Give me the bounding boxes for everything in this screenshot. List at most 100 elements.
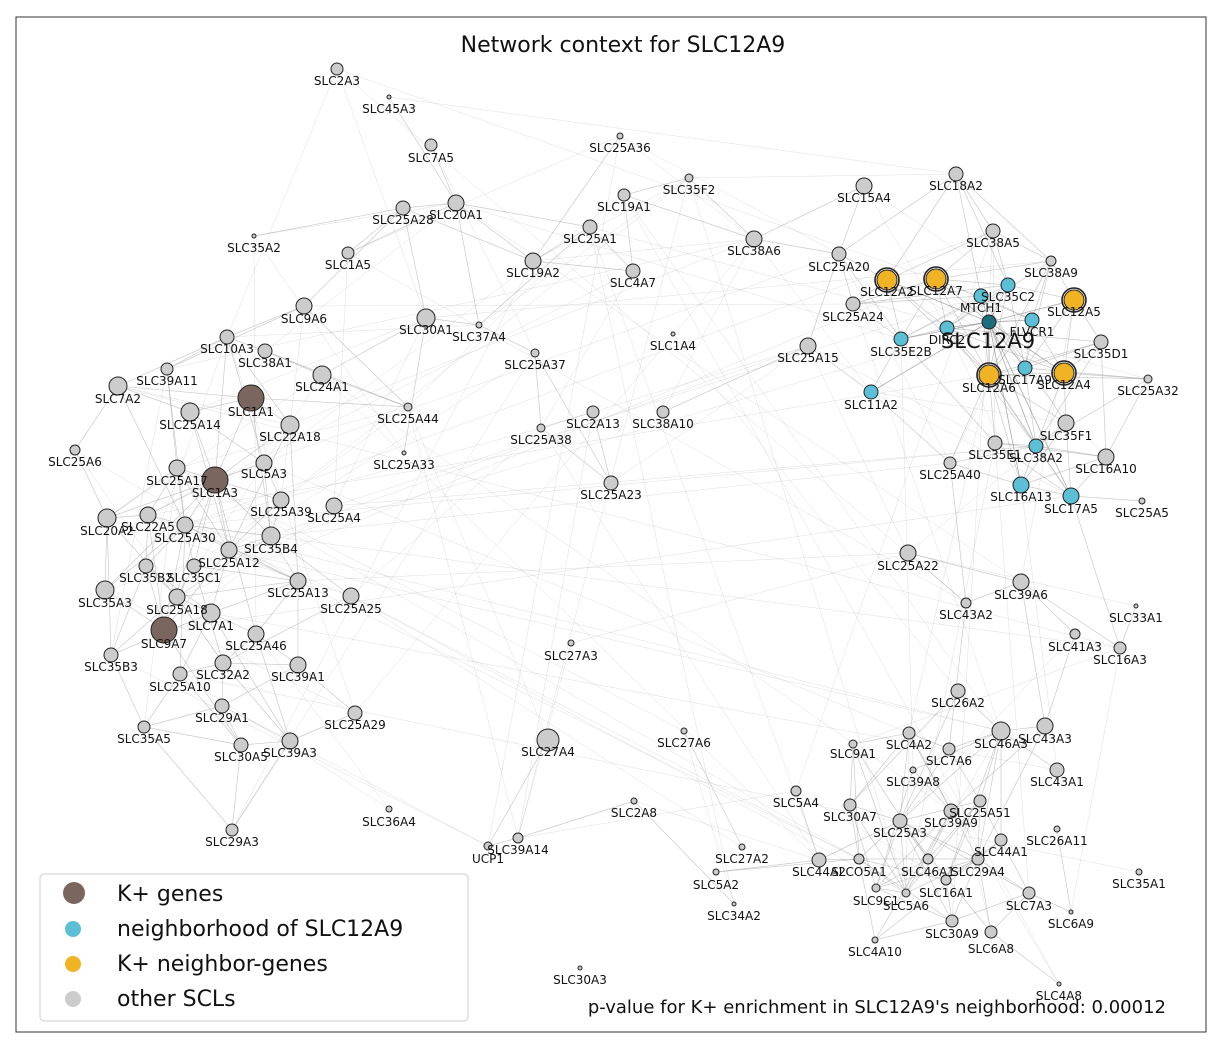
legend: K+ genes neighborhood of SLC12A9 K+ neig… [39,873,469,1022]
gene-node-label: SLC17A5 [1044,502,1098,516]
gene-node [255,454,273,472]
network-edge [333,317,427,507]
gene-node-label: SLC20A2 [80,524,134,538]
node-layer [69,62,1153,987]
network-edge [908,374,990,734]
network-edge [297,580,860,860]
network-edge [951,858,979,922]
network-edge [166,368,186,526]
network-edge [875,769,914,889]
gene-node-label: SLC35C1 [167,571,221,585]
gene-node-label: SLC46A1 [901,865,955,879]
gene-node-label: SLC25A39 [250,505,311,519]
network-edge [912,769,952,812]
network-edge [955,173,994,232]
network-edge [264,202,457,352]
network-edge [753,238,872,393]
center-gene-node [981,314,997,330]
network-edge [280,305,305,501]
gene-node-label: SLC17A9 [998,373,1052,387]
legend-label-kplus: K+ genes [117,882,223,907]
gene-node [103,647,119,663]
gene-node-label: SLC25A38 [510,433,571,447]
network-edge [540,411,594,429]
network-edge [858,858,907,894]
gene-node-label: SLC44A2 [792,865,846,879]
gene-node [790,785,802,797]
gene-node-label: SLC25A25 [320,602,381,616]
gene-node [1135,868,1143,876]
network-edge [333,252,349,507]
network-edge [176,467,860,860]
network-edge [104,524,186,591]
network-edge [1063,372,1149,380]
center-edge [870,321,990,393]
gene-node [1036,717,1054,735]
gene-node [893,331,909,347]
network-edge [994,442,1030,894]
gene-node-label: SLC38A6 [727,244,781,258]
gene-node-label: SLC38A5 [966,236,1020,250]
network-edge [270,535,352,597]
gene-node-label: SLC25A3 [873,826,927,840]
gene-node [530,348,540,358]
network-edge [950,725,1046,812]
network-edge [683,730,743,848]
network-edge [899,633,1076,822]
network-edge [228,424,291,551]
network-edge [870,338,902,393]
gene-node-label: SLC6A8 [968,942,1014,956]
gene-node-label: SLC25A1 [563,232,617,246]
network-edge [214,479,257,635]
gene-node [289,656,307,674]
network-edge [1028,892,1072,913]
gene-node-label: SLC1A3 [192,486,238,500]
gene-node [973,288,989,304]
center-edge [988,299,1075,323]
gene-node-label: SLC27A2 [715,852,769,866]
network-edge [838,253,854,305]
network-edge [532,238,755,262]
network-edge [838,253,902,340]
network-edge [263,194,625,464]
gene-node [745,230,763,248]
gene-node [219,329,235,345]
network-edge [1020,422,1067,486]
network-edge [303,207,404,307]
gene-node-label: SLC16A10 [1075,462,1136,476]
network-edge [1065,422,1072,497]
network-edge [1020,484,1072,497]
gene-node-label: DIRC2 [929,333,966,347]
gene-node-label: SLC25A51 [949,806,1010,820]
gene-node-label: SLC15A4 [837,191,891,205]
network-edge [347,135,621,254]
gene-node-label: SLC39A1 [271,670,325,684]
network-edge [532,177,690,262]
network-edge [226,68,338,338]
network-edge [117,385,252,399]
gene-node [172,666,188,682]
legend-box [39,873,469,1022]
center-edge [988,321,1022,486]
network-edge [110,368,168,656]
center-edge [988,321,1026,369]
network-edge [753,185,865,240]
network-edge [852,743,860,860]
gene-node [1049,762,1065,778]
gene-node [395,200,411,216]
network-edge [886,230,994,281]
gene-node-label: SLC25A22 [877,559,938,573]
gene-node [168,459,186,477]
gene-node [1068,909,1074,915]
network-edge [1000,839,1030,894]
gene-node-label: SLC41A3 [1048,640,1102,654]
gene-node [1063,289,1085,311]
gene-node [214,698,230,714]
gene-node [738,843,746,851]
gene-node-label: SLC9A1 [830,747,876,761]
gene-node-label: SLC45A3 [362,102,416,116]
network-edge [231,740,291,831]
network-edge [899,820,929,860]
network-edge [874,920,953,941]
gene-node [971,852,985,866]
